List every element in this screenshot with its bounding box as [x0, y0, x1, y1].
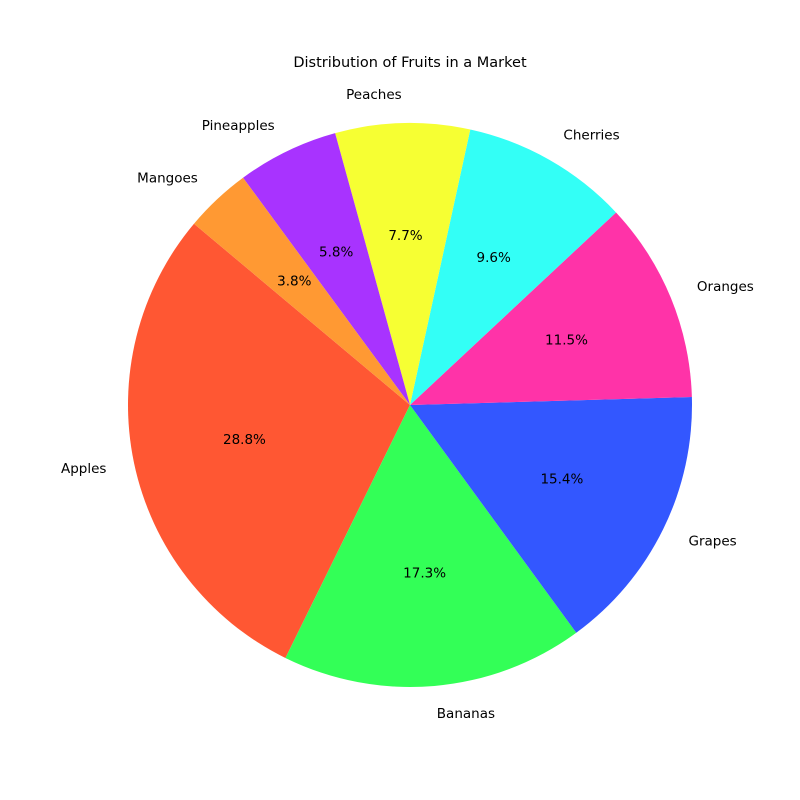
slice-label-grapes: Grapes [689, 534, 737, 550]
slice-label-pineapples: Pineapples [202, 118, 275, 134]
pie-labels: Apples 28.8% Bananas 17.3% Grapes 15.4% Orange… [61, 87, 754, 722]
slice-percent-grapes: 15.4% [540, 472, 583, 488]
slice-percent-mangoes: 3.8% [277, 274, 311, 290]
slice-percent-oranges: 11.5% [545, 333, 588, 349]
slice-label-peaches: Peaches [346, 87, 402, 103]
slice-label-oranges: Oranges [697, 279, 754, 295]
slice-label-cherries: Cherries [563, 127, 619, 143]
pie-slice-grapes [410, 397, 693, 633]
pie-slice-oranges [410, 212, 692, 405]
pie-slices [128, 123, 693, 688]
slice-label-apples: Apples [61, 461, 106, 477]
slice-label-mangoes: Mangoes [137, 171, 198, 187]
pie-slice-pineapples [243, 133, 410, 405]
slice-percent-bananas: 17.3% [403, 566, 446, 582]
slice-percent-apples: 28.8% [223, 432, 266, 448]
slice-percent-peaches: 7.7% [388, 228, 422, 244]
pie-slice-apples [128, 223, 410, 658]
pie-slice-cherries [410, 129, 617, 405]
pie-slice-bananas [285, 405, 577, 688]
pie-slice-peaches [335, 123, 471, 406]
slice-percent-cherries: 9.6% [477, 250, 511, 266]
slice-label-bananas: Bananas [437, 706, 495, 722]
pie-slice-mangoes [193, 177, 410, 405]
slice-percent-pineapples: 5.8% [319, 245, 353, 261]
chart-title: Distribution of Fruits in a Market [293, 55, 527, 71]
